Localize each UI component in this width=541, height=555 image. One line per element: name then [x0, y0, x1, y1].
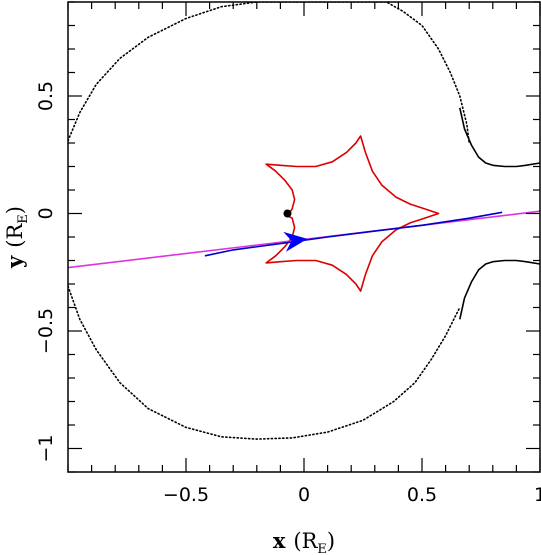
x-tick-label: 1 [534, 484, 541, 506]
series-line-0 [68, 2, 470, 144]
plot-frame [67, 1, 541, 473]
y-axis-var: y [2, 255, 27, 269]
x-axis-title: x (RE) [273, 528, 335, 555]
y-axis-unit-close: ) [3, 206, 27, 214]
y-axis-unit-sub: E [16, 214, 31, 224]
series-line-1 [459, 107, 540, 168]
y-axis-unit-open: (R [3, 223, 27, 248]
x-tick-label: 0 [298, 484, 310, 506]
x-axis-unit-open: (R [293, 529, 318, 553]
marker-layer [283, 209, 308, 252]
series-line-4 [265, 135, 440, 292]
series-line-3 [459, 259, 540, 320]
y-tick-label: −1 [35, 434, 57, 462]
x-tick-label: −0.5 [163, 484, 209, 506]
series-line-2 [68, 285, 461, 440]
tick-label-layer: −0.5 0 0.5 1 −1 −0.5 0 0.5 [35, 81, 541, 506]
tick-layer [67, 1, 541, 473]
source-dot-marker [283, 209, 292, 218]
x-tick-label: 0.5 [407, 484, 437, 506]
y-tick-label: 0 [35, 207, 57, 219]
x-axis-unit-sub: E [317, 542, 327, 555]
x-axis-unit-close: ) [327, 529, 335, 553]
y-tick-label: 0.5 [35, 81, 57, 111]
y-axis-title: y (RE) [2, 206, 31, 269]
series-layer [68, 2, 540, 440]
series-line-6 [204, 211, 503, 257]
y-tick-label: −0.5 [35, 308, 57, 354]
direction-arrow-marker [283, 231, 308, 252]
x-axis-var: x [273, 528, 286, 553]
